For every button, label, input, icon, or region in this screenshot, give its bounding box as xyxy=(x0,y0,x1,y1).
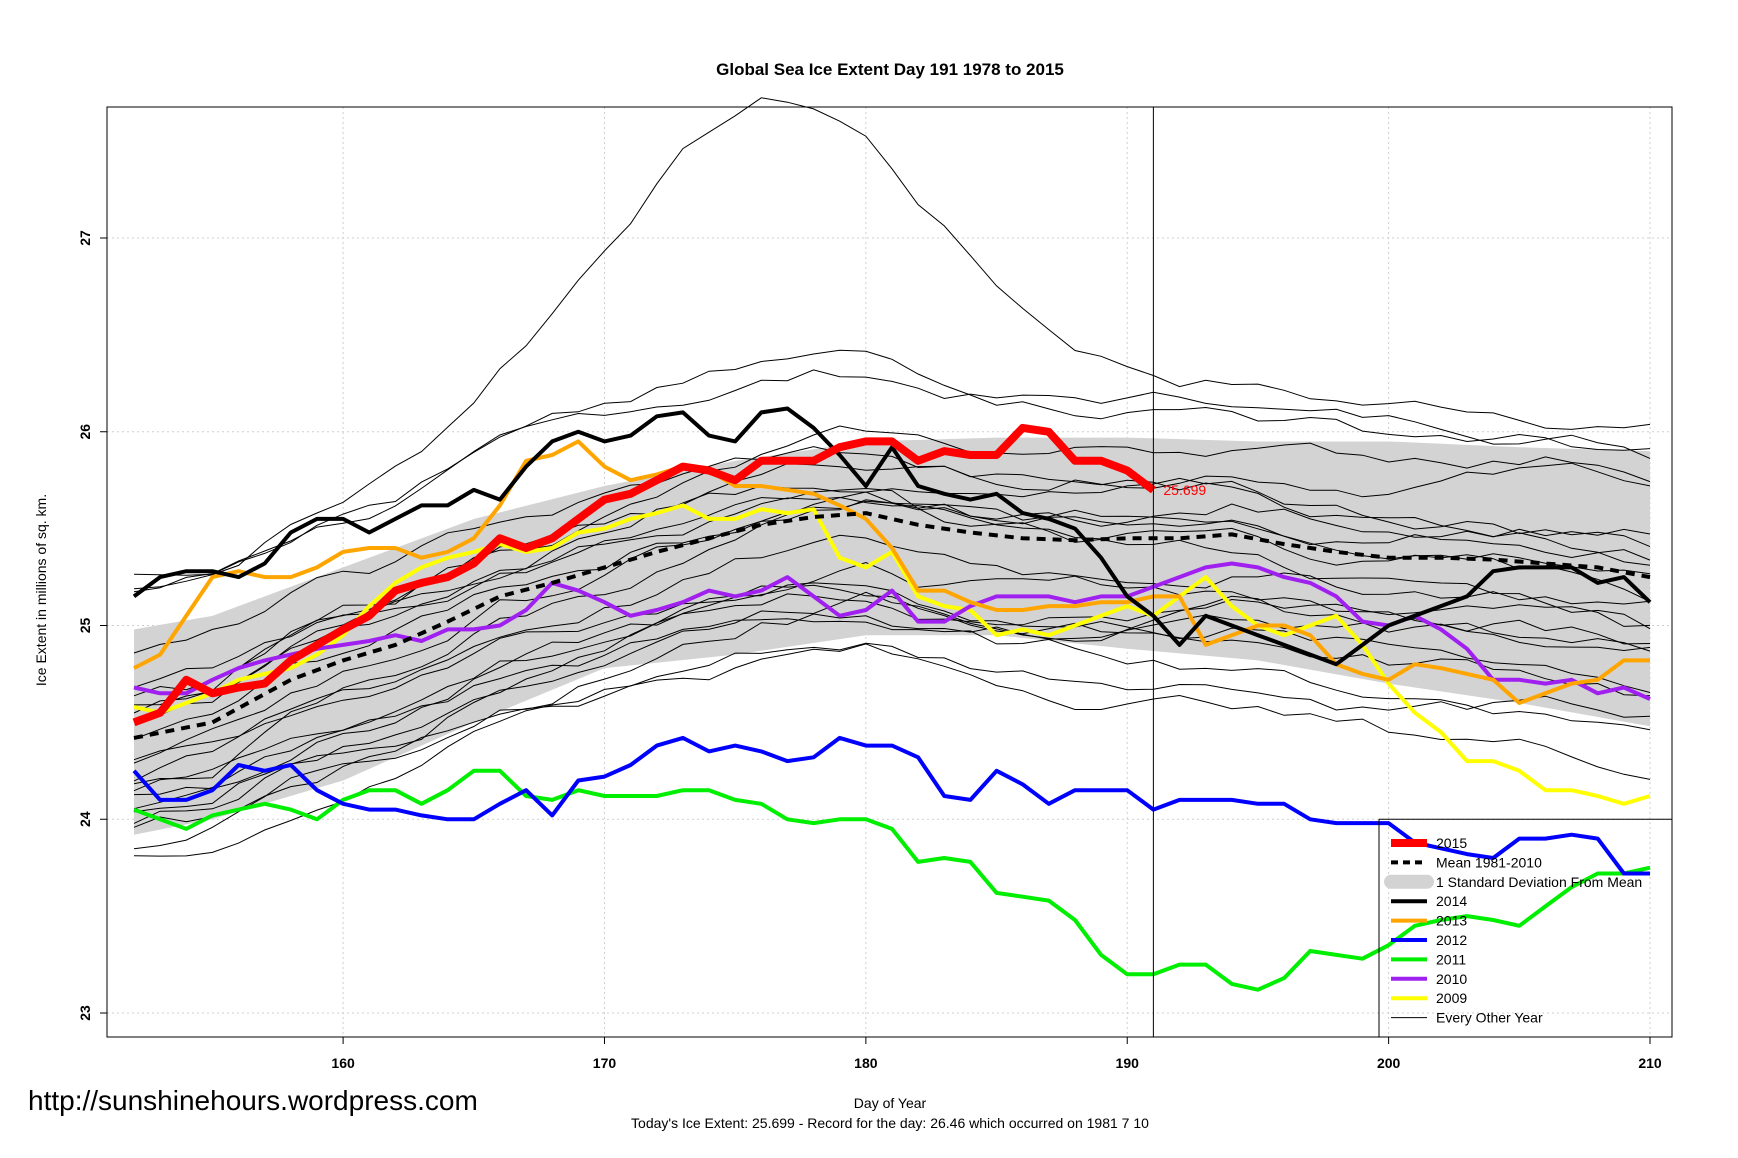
x-axis-label: Day of Year xyxy=(854,1095,927,1111)
axis-ticks: 160 170 180 190 200 210 23 24 25 26 27 xyxy=(77,230,1662,1071)
legend-label: 2014 xyxy=(1436,893,1467,909)
other-year-line xyxy=(133,369,1651,593)
legend-label: Mean 1981-2010 xyxy=(1436,854,1542,870)
legend-label: 1 Standard Deviation From Mean xyxy=(1436,874,1642,890)
y-tick-label: 25 xyxy=(77,618,93,634)
other-year-line xyxy=(133,349,1651,576)
series-line-2012 xyxy=(132,735,1650,876)
other-year-line xyxy=(133,643,1651,828)
series-end-label-2015: 25.699 xyxy=(1163,482,1206,498)
series-line-2009 xyxy=(133,503,1651,806)
other-year-line xyxy=(133,446,1651,654)
other-year-line xyxy=(133,561,1651,761)
legend-label: 2010 xyxy=(1436,971,1467,987)
legend-label: 2015 xyxy=(1436,835,1467,851)
footer-text: Today's Ice Extent: 25.699 - Record for … xyxy=(631,1115,1149,1131)
legend-label: 2013 xyxy=(1436,913,1467,929)
watermark-url: http://sunshinehours.wordpress.com xyxy=(28,1085,478,1116)
y-tick-label: 23 xyxy=(77,1005,93,1021)
x-tick-label: 190 xyxy=(1116,1055,1140,1071)
chart-title: Global Sea Ice Extent Day 191 1978 to 20… xyxy=(716,60,1064,79)
other-year-line xyxy=(133,591,1651,824)
plot-frame xyxy=(106,106,1673,1038)
std-dev-band xyxy=(134,437,1650,835)
legend-label: 2011 xyxy=(1436,951,1466,967)
other-year-line xyxy=(133,500,1651,764)
x-tick-label: 160 xyxy=(331,1055,355,1071)
other-year-line xyxy=(133,593,1651,813)
other-year-line xyxy=(133,618,1651,810)
std-dev-band-area xyxy=(134,437,1650,835)
x-tick-label: 210 xyxy=(1638,1055,1662,1071)
y-tick-label: 26 xyxy=(77,424,93,440)
other-year-line xyxy=(133,584,1651,796)
legend-label: 2012 xyxy=(1436,932,1467,948)
series-line-2015 xyxy=(132,423,1156,727)
other-year-line xyxy=(133,491,1651,785)
y-tick-label: 27 xyxy=(77,230,93,246)
reference-lines xyxy=(1152,107,1672,1037)
x-tick-label: 180 xyxy=(854,1055,878,1071)
other-year-line xyxy=(133,97,1651,590)
series-line-2014 xyxy=(132,406,1652,667)
other-year-line xyxy=(133,462,1651,721)
legend-label: Every Other Year xyxy=(1436,1010,1543,1026)
y-axis-label: Ice Extent in millions of sq. km. xyxy=(33,494,49,686)
series-line-2013 xyxy=(133,439,1650,705)
x-tick-label: 170 xyxy=(593,1055,617,1071)
x-tick-label: 200 xyxy=(1377,1055,1401,1071)
series-line-mean-1981-2010 xyxy=(133,511,1651,740)
other-year-line xyxy=(133,642,1651,857)
other-year-line xyxy=(133,487,1651,688)
legend: 2015 Mean 1981-2010 1 Standard Deviation F… xyxy=(1378,819,1642,1037)
y-tick-label: 24 xyxy=(77,811,93,827)
legend-label: 2009 xyxy=(1436,990,1467,1006)
